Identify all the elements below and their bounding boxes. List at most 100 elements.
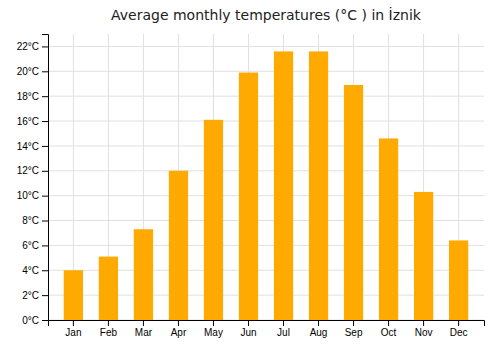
x-tick-mark [178, 320, 179, 326]
x-tick-mark [353, 320, 354, 326]
y-tick: 22°C [17, 41, 48, 52]
x-tick-mark [318, 320, 319, 326]
grid-line-y [48, 170, 484, 171]
y-axis-line [42, 35, 49, 321]
y-tick-label: 18°C [17, 91, 39, 102]
y-tick-label: 2°C [22, 290, 39, 301]
x-tick-mark [423, 320, 424, 326]
y-tick-mark [42, 171, 48, 172]
bar [64, 270, 83, 320]
x-tick: Dec [450, 320, 468, 338]
x-tick-mark [388, 320, 389, 326]
x-tick: Sep [345, 320, 363, 338]
x-tick-label: May [204, 327, 223, 338]
chart-svg: Jan Feb Mar Apr May Jun Jul Aug Sep Oct Nov Dec 0°C 2… [0, 0, 500, 350]
y-tick: 8°C [22, 215, 48, 226]
x-tick-label: Nov [415, 327, 433, 338]
bars [64, 51, 468, 320]
x-tick-label: Mar [135, 327, 153, 338]
bar [344, 85, 363, 320]
x-tick: Feb [100, 320, 118, 338]
grid [48, 34, 484, 320]
y-tick-mark [42, 121, 48, 122]
x-tick: May [204, 320, 223, 338]
y-tick: 20°C [17, 66, 48, 77]
chart-container: Jan Feb Mar Apr May Jun Jul Aug Sep Oct Nov Dec 0°C 2… [0, 0, 500, 350]
y-tick: 16°C [17, 116, 48, 127]
y-tick-mark [42, 71, 48, 72]
y-tick-mark [42, 221, 48, 222]
bar [169, 171, 188, 320]
y-tick-mark [42, 270, 48, 271]
bar [204, 120, 223, 320]
x-tick-label: Sep [345, 327, 363, 338]
y-tick: 0°C [22, 315, 48, 326]
x-tick-label: Jul [277, 327, 290, 338]
y-tick-mark [42, 245, 48, 246]
bar [134, 229, 153, 320]
y-tick-label: 14°C [17, 141, 39, 152]
y-tick: 6°C [22, 240, 48, 251]
y-tick-mark [42, 146, 48, 147]
x-tick: Apr [171, 320, 187, 338]
x-tick: Oct [381, 320, 397, 338]
x-tick-label: Jun [240, 327, 256, 338]
bar [99, 257, 118, 320]
x-tick-mark [458, 320, 459, 326]
x-tick: Jun [240, 320, 256, 338]
y-tick-label: 12°C [17, 165, 39, 176]
plot-area: Jan Feb Mar Apr May Jun Jul Aug Sep Oct Nov Dec 0°C 2… [17, 34, 485, 338]
x-tick-mark [213, 320, 214, 326]
x-tick: Aug [310, 320, 328, 338]
x-axis: Jan Feb Mar Apr May Jun Jul Aug Sep Oct Nov Dec [49, 320, 485, 338]
y-tick-label: 0°C [22, 315, 39, 326]
x-axis-line [49, 321, 485, 327]
grid-line-y [48, 71, 484, 72]
y-tick-label: 20°C [17, 66, 39, 77]
grid-line-y [48, 46, 484, 47]
y-tick-mark [42, 96, 48, 97]
bar [449, 240, 468, 320]
x-tick: Jan [65, 320, 81, 338]
bar [379, 138, 398, 320]
bar [309, 51, 328, 320]
x-tick-label: Apr [171, 327, 187, 338]
bar [414, 192, 433, 320]
y-tick: 14°C [17, 141, 48, 152]
x-tick-label: Oct [381, 327, 397, 338]
x-tick-mark [283, 320, 284, 326]
y-tick-mark [42, 46, 48, 47]
x-tick: Mar [135, 320, 153, 338]
y-tick-mark [42, 196, 48, 197]
title: Average monthly temperatures (°C ) in İz… [111, 6, 422, 23]
y-tick-label: 16°C [17, 116, 39, 127]
x-tick-label: Feb [100, 327, 118, 338]
y-tick-label: 8°C [22, 215, 39, 226]
x-tick-label: Aug [310, 327, 328, 338]
grid-line-y [48, 145, 484, 146]
y-axis: 0°C 2°C 4°C 6°C 8°C 10°C 12°C 14°C 16°C 18°C 20°C 2… [17, 35, 49, 326]
y-tick-label: 10°C [17, 190, 39, 201]
x-tick-mark [143, 320, 144, 326]
y-tick-label: 22°C [17, 41, 39, 52]
x-tick-mark [73, 320, 74, 326]
bar [239, 73, 258, 320]
y-tick: 10°C [17, 190, 48, 201]
y-tick-mark [42, 320, 48, 321]
y-tick-mark [42, 295, 48, 296]
y-tick: 4°C [22, 265, 48, 276]
x-tick: Jul [277, 320, 290, 338]
bar [274, 51, 293, 320]
x-tick-mark [248, 320, 249, 326]
y-tick: 2°C [22, 290, 48, 301]
x-tick-label: Jan [65, 327, 81, 338]
y-tick: 18°C [17, 91, 48, 102]
x-tick-mark [108, 320, 109, 326]
y-tick-label: 4°C [22, 265, 39, 276]
y-tick-label: 6°C [22, 240, 39, 251]
grid-line-y [48, 121, 484, 122]
x-tick-label: Dec [450, 327, 468, 338]
grid-line-y [48, 96, 484, 97]
x-tick: Nov [415, 320, 433, 338]
y-tick: 12°C [17, 165, 48, 176]
